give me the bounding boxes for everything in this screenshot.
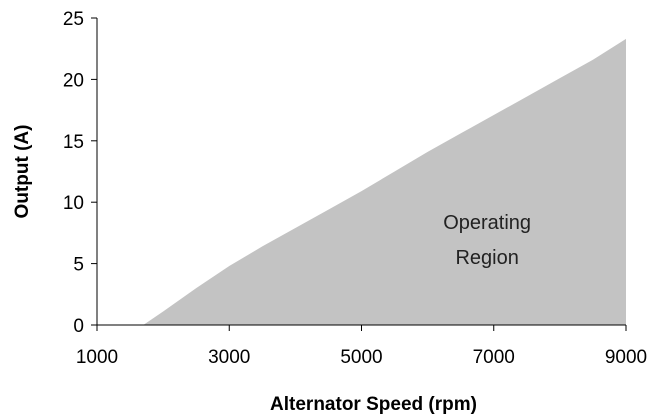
x-tick-label: 5000 — [340, 347, 382, 368]
x-tick-label: 1000 — [76, 347, 118, 368]
operating-region-area — [143, 38, 626, 325]
y-tick-label: 10 — [63, 193, 84, 214]
x-tick-label: 3000 — [208, 347, 250, 368]
annotation-region: Region — [455, 247, 518, 269]
y-axis-title: Output (A) — [12, 125, 33, 219]
x-tick-label: 9000 — [605, 347, 647, 368]
y-tick-label: 5 — [73, 255, 84, 276]
x-ticks: 1000 3000 5000 7000 9000 — [76, 325, 647, 368]
annotation-operating: Operating — [443, 212, 531, 234]
y-tick-label: 15 — [63, 132, 84, 153]
y-tick-label: 0 — [73, 316, 84, 337]
x-axis-title: Alternator Speed (rpm) — [270, 394, 477, 415]
x-tick-label: 7000 — [473, 347, 515, 368]
y-tick-label: 25 — [63, 9, 84, 30]
y-ticks: 0 5 10 15 20 25 — [63, 9, 97, 337]
y-tick-label: 20 — [63, 70, 84, 91]
